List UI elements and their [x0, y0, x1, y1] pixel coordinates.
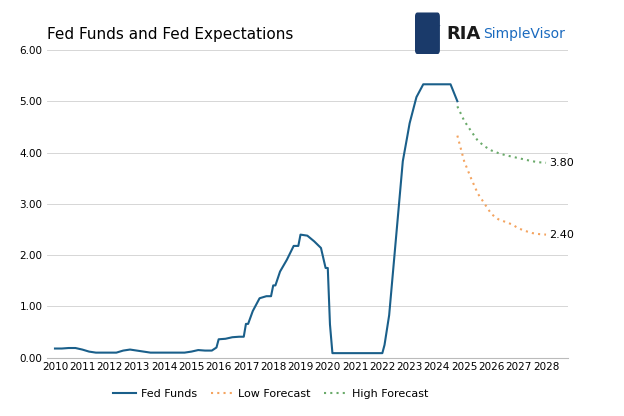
High Forecast: [474, 138, 482, 143]
Text: Fed Funds and Fed Expectations: Fed Funds and Fed Expectations: [47, 27, 293, 42]
Low Forecast: [467, 176, 475, 181]
Low Forecast: [454, 133, 461, 138]
High Forecast: [535, 160, 543, 165]
Fed Funds: [329, 351, 336, 356]
High Forecast: [488, 148, 495, 153]
High Forecast: [467, 129, 475, 134]
Low Forecast: [501, 219, 509, 224]
Low Forecast: [522, 228, 529, 233]
Low Forecast: [481, 201, 489, 206]
Text: 3.80: 3.80: [548, 158, 573, 168]
High Forecast: [508, 154, 515, 159]
Fed Funds: [267, 294, 275, 299]
FancyBboxPatch shape: [415, 12, 440, 54]
Fed Funds: [386, 313, 393, 318]
Low Forecast: [529, 230, 536, 235]
Fed Funds: [419, 82, 427, 87]
High Forecast: [529, 159, 536, 164]
Fed Funds: [51, 346, 59, 351]
Line: Fed Funds: Fed Funds: [55, 84, 457, 353]
Low Forecast: [535, 232, 543, 237]
High Forecast: [515, 156, 522, 161]
Text: RIA: RIA: [446, 25, 480, 43]
Fed Funds: [412, 94, 420, 99]
High Forecast: [495, 151, 502, 156]
Low Forecast: [515, 226, 522, 231]
Fed Funds: [454, 99, 461, 104]
Low Forecast: [508, 222, 515, 227]
Text: SimpleVisor: SimpleVisor: [484, 27, 565, 41]
Line: High Forecast: High Forecast: [457, 106, 546, 163]
Legend: Fed Funds, Low Forecast, High Forecast: Fed Funds, Low Forecast, High Forecast: [109, 384, 433, 403]
High Forecast: [481, 144, 489, 149]
Text: ★: ★: [427, 20, 441, 35]
Low Forecast: [542, 232, 550, 237]
Low Forecast: [474, 191, 482, 196]
High Forecast: [501, 153, 509, 158]
Low Forecast: [461, 159, 468, 164]
Line: Low Forecast: Low Forecast: [457, 136, 546, 235]
High Forecast: [522, 157, 529, 162]
High Forecast: [542, 160, 550, 165]
High Forecast: [454, 104, 461, 109]
Fed Funds: [399, 159, 407, 164]
Fed Funds: [208, 348, 215, 353]
High Forecast: [461, 118, 468, 123]
Text: 2.40: 2.40: [548, 230, 573, 240]
Low Forecast: [495, 217, 502, 222]
Low Forecast: [488, 212, 495, 217]
Fed Funds: [154, 350, 161, 355]
